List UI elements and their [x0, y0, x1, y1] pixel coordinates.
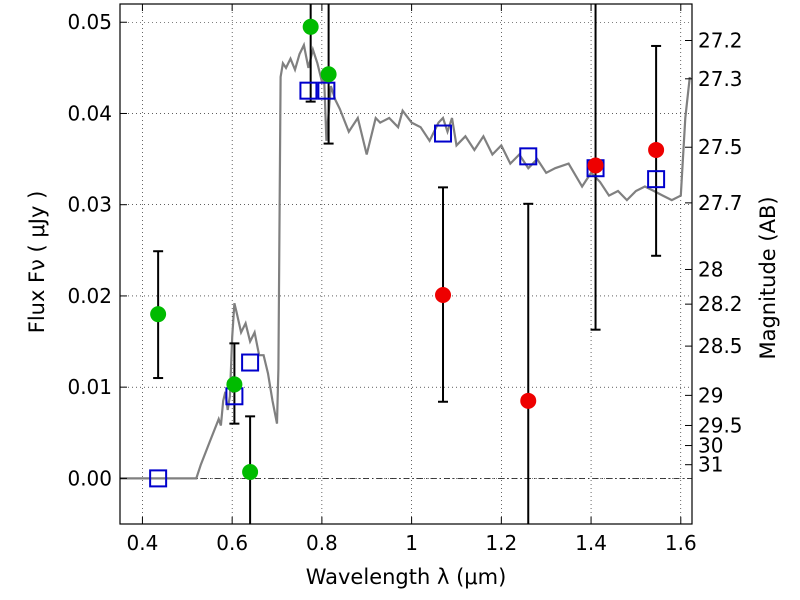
right-tick-label: 31 [698, 453, 723, 477]
square-marker [519, 147, 538, 166]
y-tick-label: 0.02 [67, 284, 112, 308]
square-marker [149, 469, 168, 488]
x-tick-label: 1 [405, 531, 418, 555]
circle-marker [648, 141, 665, 158]
y-tick-label: 0.03 [67, 193, 112, 217]
square-marker [241, 353, 260, 372]
square-marker [317, 81, 336, 100]
circle-marker [150, 306, 167, 323]
square-marker [647, 170, 666, 189]
circle-marker [320, 66, 337, 83]
right-tick-label: 27.3 [698, 67, 743, 91]
model-spectrum-line [120, 41, 691, 480]
right-tick-label: 29 [698, 383, 723, 407]
right-tick-label: 28.5 [698, 334, 743, 358]
right-tick-label: 28.2 [698, 292, 743, 316]
x-tick-label: 0.8 [306, 531, 338, 555]
data-markers [149, 18, 666, 488]
right-axis-label: Magnitude (AB) [756, 196, 780, 359]
y-tick-label: 0.00 [67, 466, 112, 490]
x-tick-label: 0.6 [216, 531, 248, 555]
x-axis-ticks: 0.4 0.6 0.8 1 1.2 1.4 1.6 [127, 4, 697, 555]
right-tick-label: 27.2 [698, 28, 743, 52]
circle-marker [226, 376, 243, 393]
circle-marker [302, 18, 319, 35]
circle-marker [435, 287, 452, 304]
x-tick-label: 1.2 [485, 531, 517, 555]
right-tick-label: 29.5 [698, 413, 743, 437]
x-tick-label: 1.6 [665, 531, 697, 555]
right-tick-label: 27.5 [698, 135, 743, 159]
x-tick-label: 0.4 [127, 531, 159, 555]
right-tick-label: 30 [698, 434, 723, 458]
plot-frame [119, 3, 693, 525]
x-axis-label: Wavelength λ (μm) [306, 565, 507, 589]
y-tick-label: 0.05 [67, 10, 112, 34]
circle-marker [520, 392, 537, 409]
right-tick-label: 27.7 [698, 191, 743, 215]
y-axis-label: Flux Fν ( μJy ) [25, 191, 49, 334]
y-tick-label: 0.04 [67, 101, 112, 125]
square-marker [434, 124, 453, 143]
x-tick-label: 1.4 [575, 531, 607, 555]
y-tick-label: 0.01 [67, 375, 112, 399]
y-axis-ticks: 0.00 0.01 0.02 0.03 0.04 0.05 [67, 10, 127, 490]
circle-marker [587, 157, 604, 174]
circle-marker [242, 464, 259, 480]
right-tick-label: 28 [698, 257, 723, 281]
square-marker [299, 81, 318, 100]
